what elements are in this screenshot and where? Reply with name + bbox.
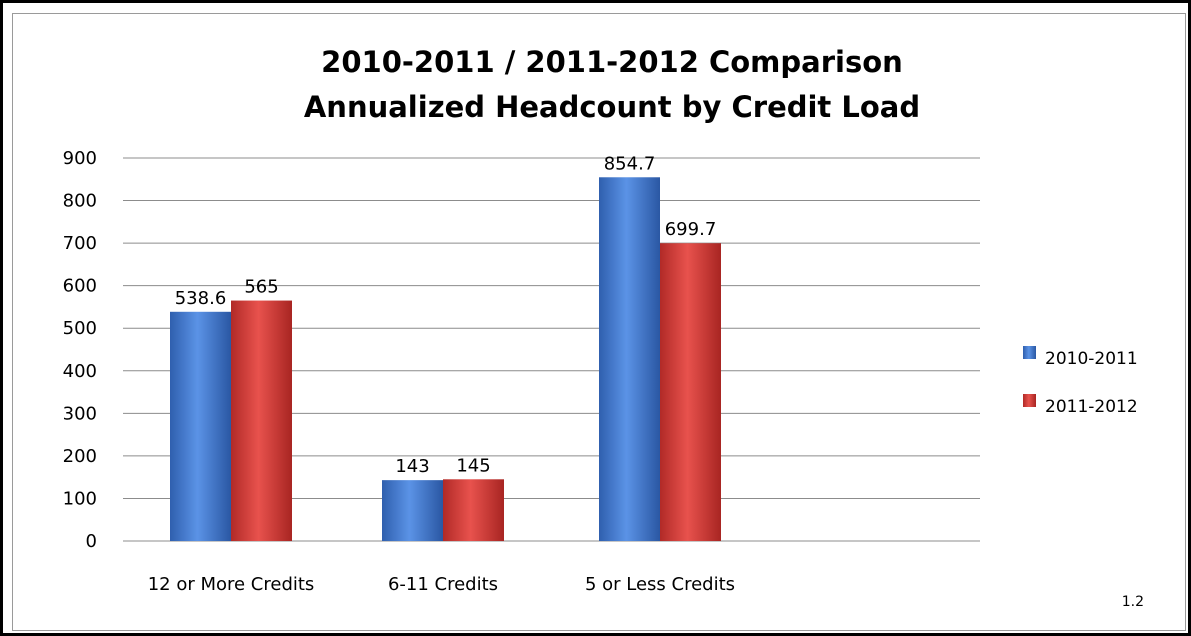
y-tick-label: 100	[63, 488, 97, 509]
y-tick-label: 800	[63, 191, 97, 212]
legend-swatch-2011-2012	[1023, 394, 1036, 407]
y-tick-label: 0	[86, 531, 97, 552]
chart-title: 2010-2011 / 2011-2012 Comparison	[321, 45, 903, 79]
bar-2011-2012-2	[443, 479, 504, 541]
y-tick-label: 200	[63, 446, 97, 467]
y-tick-label: 400	[63, 361, 97, 382]
data-label: 145	[456, 455, 490, 476]
legend-label-2011-2012: 2011-2012	[1045, 397, 1138, 417]
x-category-label: 6-11 Credits	[388, 574, 498, 595]
legend-label-2010-2011: 2010-2011	[1045, 349, 1138, 369]
data-label: 565	[244, 277, 278, 298]
bar-2010-2011-2	[382, 480, 443, 541]
x-category-label: 12 or More Credits	[148, 574, 315, 595]
bar-2010-2011-1	[170, 311, 231, 541]
x-category-label: 5 or Less Credits	[585, 574, 735, 595]
chart-subtitle: Annualized Headcount by Credit Load	[304, 90, 920, 124]
legend-swatch-2010-2011	[1023, 346, 1036, 359]
y-tick-label: 600	[63, 276, 97, 297]
data-label: 538.6	[175, 288, 227, 309]
y-tick-label: 700	[63, 233, 97, 254]
page-number: 1.2	[1122, 594, 1144, 610]
data-label: 854.7	[604, 153, 656, 174]
legend: 2010-2011 2011-2012	[1023, 346, 1138, 417]
bar-2011-2012-1	[231, 300, 292, 541]
y-tick-label: 300	[63, 403, 97, 424]
data-label: 699.7	[665, 219, 717, 240]
bar-2010-2011-3	[599, 177, 660, 542]
y-tick-label: 900	[63, 148, 97, 169]
data-label: 143	[395, 456, 429, 477]
bar-2011-2012-3	[660, 243, 721, 542]
y-tick-label: 500	[63, 318, 97, 339]
